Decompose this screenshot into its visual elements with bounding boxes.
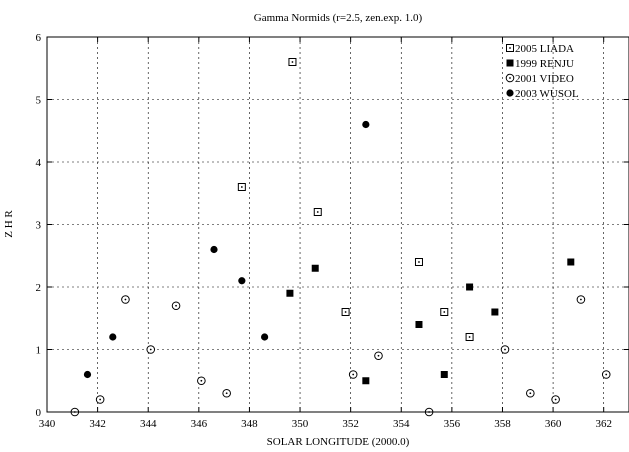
marker-dot	[149, 348, 152, 351]
marker-dot	[468, 336, 471, 338]
x-tick-label: 344	[140, 418, 157, 430]
x-tick-label: 358	[494, 418, 511, 430]
data-point	[197, 376, 206, 386]
data-point	[238, 277, 246, 285]
data-point	[362, 377, 370, 385]
data-point	[440, 371, 448, 378]
data-point	[222, 388, 231, 398]
marker-dot	[509, 77, 511, 79]
data-point	[348, 370, 358, 379]
data-point	[567, 258, 575, 266]
legend-label: 2005 LIADA	[515, 43, 574, 55]
data-point	[121, 295, 130, 304]
marker-dot	[316, 211, 319, 213]
x-tick-label: 360	[545, 418, 562, 430]
marker-dot	[605, 373, 608, 376]
data-point	[500, 345, 510, 354]
marker-dot	[352, 373, 355, 376]
marker-dot	[291, 61, 294, 63]
legend-label: 1999 RENJU	[515, 58, 574, 70]
data-point	[286, 289, 294, 297]
marker-dot	[225, 392, 228, 395]
data-points	[70, 58, 611, 417]
legend-label: 2001 VIDEO	[515, 73, 574, 85]
data-point	[551, 395, 560, 404]
marker-dot	[529, 392, 532, 395]
data-point	[491, 308, 499, 316]
x-tick-label: 342	[89, 418, 106, 430]
data-point	[83, 370, 92, 379]
data-point	[95, 395, 105, 404]
data-point	[362, 120, 370, 129]
marker-dot	[554, 398, 557, 401]
data-point	[171, 301, 181, 311]
legend-marker	[506, 59, 514, 67]
data-point	[415, 321, 423, 328]
y-tick-label: 6	[36, 32, 42, 44]
marker-dot	[344, 311, 347, 313]
marker-dot	[377, 354, 380, 357]
data-point	[109, 333, 117, 341]
data-point	[576, 295, 586, 304]
legend-label: 2003 WUSOL	[515, 88, 579, 100]
x-axis-label: SOLAR LONGITUDE (2000.0)	[267, 436, 410, 448]
legend-marker	[506, 44, 514, 52]
y-axis-label: Z H R	[3, 210, 15, 238]
data-point	[440, 308, 449, 316]
plot-frame	[46, 36, 629, 413]
x-tick-label: 340	[39, 418, 56, 430]
x-tick-label: 356	[444, 418, 461, 430]
data-point	[466, 283, 474, 291]
marker-dot	[580, 298, 582, 301]
marker-dot	[418, 261, 420, 263]
data-point	[237, 183, 246, 191]
x-tick-label: 352	[342, 418, 359, 430]
data-point	[341, 308, 350, 316]
data-point	[374, 351, 383, 361]
data-point	[601, 370, 611, 379]
data-point	[414, 258, 423, 266]
y-tick-label: 0	[36, 407, 42, 419]
x-tick-label: 354	[393, 418, 410, 430]
y-tick-label: 5	[36, 95, 42, 107]
x-tick-label: 348	[241, 418, 258, 430]
data-point	[313, 208, 322, 216]
marker-dot	[443, 311, 446, 313]
marker-dot	[200, 379, 203, 382]
data-point	[526, 388, 535, 398]
data-point	[261, 333, 269, 341]
y-tick-label: 3	[36, 220, 42, 232]
grid	[47, 37, 629, 412]
data-point	[146, 345, 156, 354]
data-point	[311, 264, 319, 272]
data-point	[288, 58, 297, 66]
x-tick-label: 350	[292, 418, 309, 430]
marker-dot	[175, 304, 177, 307]
y-tick-label: 2	[36, 282, 42, 294]
marker-dot	[240, 186, 243, 188]
data-point	[465, 333, 474, 341]
chart-title: Gamma Normids (r=2.5, zen.exp. 1.0)	[254, 12, 423, 24]
marker-dot	[99, 398, 102, 401]
x-tick-label: 362	[595, 418, 612, 430]
x-tick-label: 346	[191, 418, 208, 430]
y-tick-label: 1	[36, 345, 42, 357]
legend-marker	[505, 73, 515, 83]
legend-marker	[506, 89, 514, 97]
data-point	[210, 245, 218, 254]
marker-dot	[124, 298, 127, 301]
marker-dot	[509, 47, 511, 49]
y-tick-label: 4	[36, 157, 42, 169]
axis-ticks: 340 342 344 346 348 350 352 354 356 358 360 3620123…	[36, 32, 629, 430]
marker-dot	[504, 348, 506, 351]
legend: 2005 LIADA 1999 RENJU 2001 VIDEO 2003 WUSOL	[505, 43, 579, 100]
